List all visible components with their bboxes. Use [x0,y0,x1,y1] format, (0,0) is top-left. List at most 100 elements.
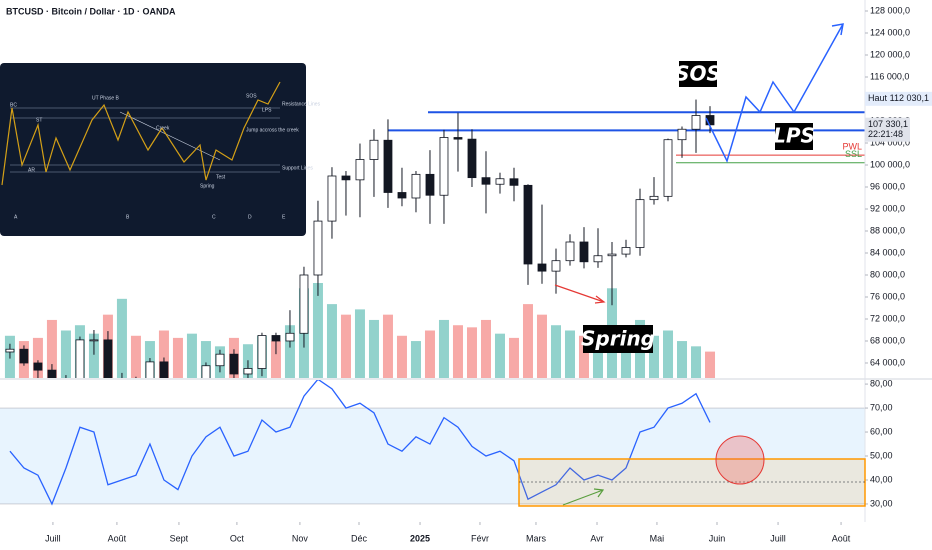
volume-bar [466,327,477,378]
inset-label: SOS [246,93,257,99]
candle-body [299,274,309,334]
candle-body [5,348,15,353]
price-pane [4,99,865,408]
candle-body [145,361,155,378]
candle-body [593,255,603,263]
inset-phase: B [126,214,130,220]
candle-body [397,192,407,199]
inset-label: LPS [262,107,272,113]
candle-body [621,247,631,255]
candle-body [19,348,29,364]
level-label: SSL [845,149,862,159]
candle-body [313,220,323,276]
level-label: PWL [842,141,862,151]
y-tick-label: 116 000,0 [870,71,909,81]
volume-bar [536,314,547,378]
volume-bar [284,325,295,378]
volume-bar [410,341,421,378]
inset-label: Test [216,174,226,180]
badge-label: Haut [868,93,888,103]
annotation-box [679,61,717,87]
candle-body [257,335,267,369]
candle-body [229,353,239,375]
candle-body [369,139,379,160]
candle-body [453,137,463,140]
y-tick-label: 60,00 [870,426,893,436]
chart-title: BTCUSD · Bitcoin / Dollar · 1D · OANDA [6,6,176,16]
candle-body [62,381,70,408]
volume-bar [46,319,57,378]
projection-path [705,23,844,164]
y-tick-label: 92 000,0 [870,203,905,213]
candle-body [201,365,211,378]
volume-bar [186,333,197,378]
candle-body [691,115,701,130]
y-tick-label: 100 000,0 [870,159,910,169]
candle-body [523,184,533,265]
candle-body [439,137,449,196]
y-tick-label: 104 000,0 [870,137,910,147]
volume-bar [438,319,449,378]
inset-phase: E [282,214,286,220]
candle-body [551,260,561,272]
volume-bar [663,330,674,378]
x-tick-label: Juill [45,533,61,543]
badge-value: 112 030,1 [890,93,929,103]
x-tick-label: Nov [292,533,309,543]
volume-bar [494,333,505,378]
orange-zone [518,458,866,507]
volume-bar [116,298,127,378]
candle-body [341,175,351,181]
projection-arrowhead [831,23,844,36]
volume-bar [705,351,716,378]
volume-bar [368,319,379,378]
candle-body [47,369,57,378]
candle-body [495,178,505,185]
y-tick-label: 40,00 [870,474,893,484]
x-tick-label: Juill [770,533,786,543]
candle-body [481,177,491,185]
x-tick-label: Sept [170,533,189,543]
inset-phase: D [248,214,252,220]
volume-bar [424,330,435,378]
inset-path [1,81,281,186]
candle-body [103,339,113,378]
green-arrow [562,489,604,506]
y-tick-label: 64 000,0 [870,357,905,367]
candle-body [33,362,43,371]
inset-label: Creek [156,125,170,131]
candle-body [159,361,169,378]
volume-bar [200,341,211,378]
inset-label: Resistance Lines [282,101,321,107]
y-tick-label: 68 000,0 [870,335,905,345]
candle-body [411,173,421,199]
candle-body [649,195,659,201]
x-tick-label: Juin [709,533,726,543]
volume-bar [480,319,491,378]
inset-line [119,111,221,161]
volume-bar [130,335,141,378]
inset-bg [0,63,306,236]
candle-body [425,173,435,196]
y-tick-label: 88 000,0 [870,225,905,235]
y-tick-label: 72 000,0 [870,313,905,323]
badge-bg [865,91,932,106]
y-tick-label: 80 000,0 [870,269,905,279]
inset-label: Jump accross the creek [246,127,299,133]
volume-bar [326,304,337,378]
volume-bar [312,283,323,378]
volume-bar [172,337,183,378]
candle-body [285,332,295,342]
candle-body [663,139,673,197]
candle-body [75,339,85,378]
red-circle [715,435,765,485]
countdown: 22:21:48 [868,129,903,139]
annotation: LPS [773,124,815,148]
inset-label: BC [10,102,17,108]
y-tick-label: 96 000,0 [870,181,905,191]
y-tick-label: 84 000,0 [870,247,905,257]
annotation-box [583,325,653,353]
inset-phase: C [212,214,216,220]
volume-bar [564,330,575,378]
